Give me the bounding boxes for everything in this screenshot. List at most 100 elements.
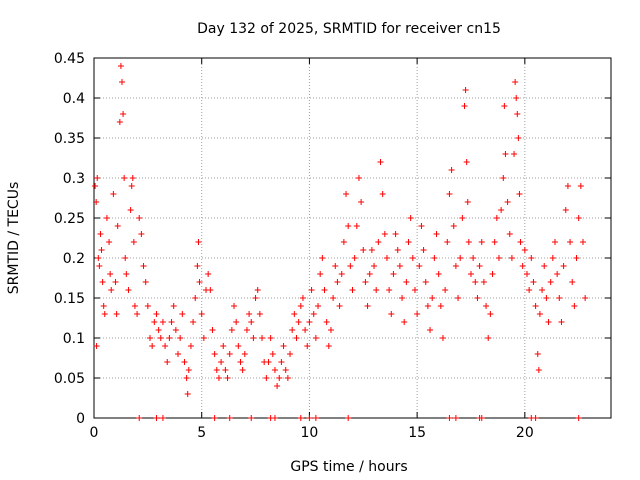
data-point <box>97 231 104 237</box>
data-point <box>310 311 317 317</box>
data-point <box>463 159 470 165</box>
data-point <box>207 287 214 293</box>
data-point <box>282 367 289 373</box>
data-point <box>113 311 120 317</box>
data-point <box>401 319 408 325</box>
data-point <box>500 175 507 181</box>
data-point <box>575 415 582 421</box>
data-point <box>248 319 255 325</box>
data-point <box>231 303 238 309</box>
y-axis-label: SRMTID / TECUs <box>6 182 22 295</box>
data-point <box>435 271 442 277</box>
data-point <box>386 287 393 293</box>
data-point <box>241 351 248 357</box>
data-point <box>108 287 115 293</box>
data-point <box>504 199 511 205</box>
data-point <box>172 327 179 333</box>
data-point <box>427 327 434 333</box>
data-point <box>276 375 283 381</box>
data-point <box>196 279 203 285</box>
data-point <box>420 247 427 253</box>
data-point <box>343 191 350 197</box>
data-point <box>543 295 550 301</box>
data-point <box>532 415 539 421</box>
data-point <box>235 343 242 349</box>
data-point <box>366 271 373 277</box>
data-point <box>157 335 164 341</box>
data-point <box>424 303 431 309</box>
data-point <box>166 335 173 341</box>
data-point <box>265 359 272 365</box>
data-point <box>100 303 107 309</box>
data-point <box>205 271 212 277</box>
data-point <box>461 103 468 109</box>
data-point <box>474 295 481 301</box>
data-point <box>564 183 571 189</box>
data-point <box>403 279 410 285</box>
data-point <box>556 295 563 301</box>
data-point <box>112 279 119 285</box>
data-point <box>159 415 166 421</box>
x-tick-labels: 0 5 10 15 20 <box>90 425 534 441</box>
data-point <box>222 367 229 373</box>
data-point <box>213 367 220 373</box>
data-point <box>541 263 548 269</box>
data-point <box>121 175 128 181</box>
data-point <box>467 271 474 277</box>
data-point <box>452 415 459 421</box>
data-point <box>483 303 490 309</box>
data-point <box>515 135 522 141</box>
data-point <box>478 415 485 421</box>
data-point <box>457 255 464 261</box>
data-point <box>416 263 423 269</box>
data-point <box>315 303 322 309</box>
data-point <box>259 335 266 341</box>
data-point <box>526 287 533 293</box>
data-point <box>117 63 124 69</box>
data-point <box>136 215 143 221</box>
data-point <box>103 215 110 221</box>
data-point <box>535 367 542 373</box>
data-point <box>92 183 99 189</box>
axis-ticks <box>93 57 611 419</box>
data-point <box>269 351 276 357</box>
data-point <box>184 391 191 397</box>
data-point <box>575 215 582 221</box>
chart-title: Day 132 of 2025, SRMTID for receiver cn1… <box>197 21 501 37</box>
data-point <box>162 343 169 349</box>
data-point <box>319 255 326 261</box>
data-point <box>414 311 421 317</box>
y-tick-label: 0 <box>76 411 85 427</box>
data-point <box>306 319 313 325</box>
data-point <box>511 151 518 157</box>
data-point <box>452 263 459 269</box>
data-point <box>437 303 444 309</box>
data-point <box>411 287 418 293</box>
data-point <box>446 191 453 197</box>
data-point <box>308 287 315 293</box>
data-point <box>379 191 386 197</box>
data-point <box>450 223 457 229</box>
data-point <box>353 223 360 229</box>
data-point <box>129 175 136 181</box>
plot-frame <box>93 57 612 419</box>
data-point <box>211 415 218 421</box>
y-tick-label: 0.15 <box>54 291 85 307</box>
data-point <box>317 271 324 277</box>
data-point <box>340 239 347 245</box>
x-axis-label: GPS time / hours <box>290 459 407 475</box>
data-point <box>215 375 222 381</box>
data-point <box>534 351 541 357</box>
data-point <box>194 263 201 269</box>
data-point <box>514 111 521 117</box>
data-point <box>444 239 451 245</box>
data-point <box>345 223 352 229</box>
data-point <box>362 279 369 285</box>
data-point <box>392 231 399 237</box>
data-point <box>516 191 523 197</box>
data-point <box>120 111 127 117</box>
data-point <box>93 343 100 349</box>
data-point <box>502 151 509 157</box>
data-point <box>501 103 508 109</box>
data-point <box>147 335 154 341</box>
